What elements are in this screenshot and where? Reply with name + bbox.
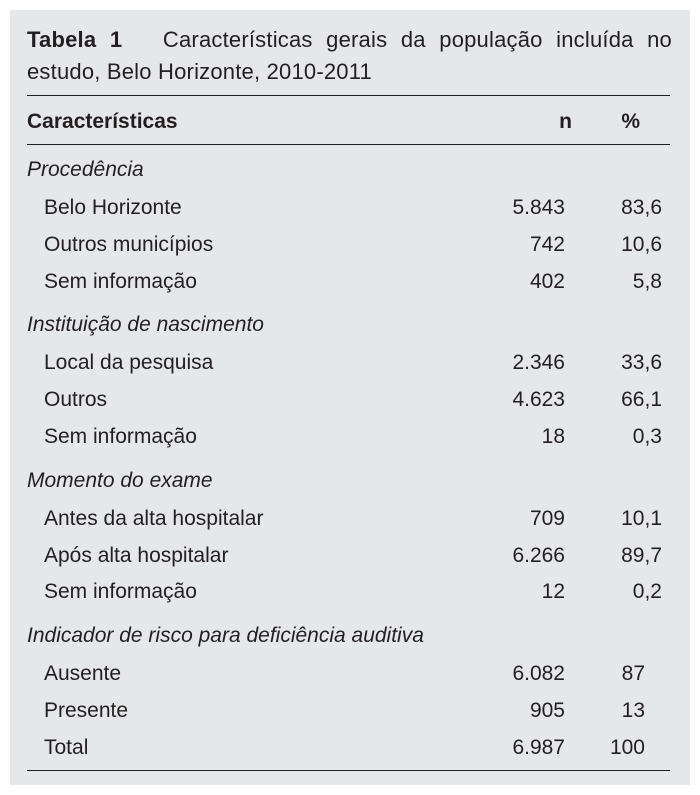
caption-label: Tabela 1 (27, 27, 123, 52)
row-label: Local da pesquisa (44, 351, 214, 375)
row-percent: 66,1 (621, 388, 662, 412)
row-n: 402 (529, 269, 565, 293)
group-title: Instituição de nascimento (27, 313, 264, 337)
row-label: Antes da alta hospitalar (44, 506, 264, 530)
row-label: Ausente (44, 662, 122, 686)
row-percent: 83,6 (621, 196, 662, 219)
caption-text: Características gerais da população incl… (27, 27, 672, 84)
table-row: Belo Horizonte 5.843 83,6 (27, 193, 670, 223)
top-rule (27, 95, 670, 96)
table-caption: Tabela 1 Características gerais da popul… (27, 24, 672, 88)
row-n: 905 (529, 699, 565, 722)
table-row: Sem informação 402 5,8 (27, 267, 670, 297)
group-heading: Procedência (27, 155, 670, 185)
table-row: Após alta hospitalar 6.266 89,7 (27, 541, 670, 571)
table-row: Local da pesquisa 2.346 33,6 (27, 348, 670, 378)
row-n: 709 (529, 506, 565, 530)
group-heading: Momento do exame (27, 466, 670, 496)
row-percent: 0,2 (632, 580, 662, 604)
table-row: Outros municípios 742 10,6 (27, 230, 670, 260)
row-percent: 10,1 (621, 506, 662, 530)
group-heading: Instituição de nascimento (27, 310, 670, 340)
group-title: Indicador de risco para deficiência audi… (27, 624, 424, 648)
row-n: 4.623 (512, 388, 565, 412)
row-percent: 13 (621, 699, 645, 722)
bottom-rule (27, 770, 670, 771)
row-label: Outros (44, 388, 108, 412)
group-title: Momento do exame (27, 468, 213, 492)
table-row: Outros 4.623 66,1 (27, 385, 670, 415)
table-row: Sem informação 18 0,3 (27, 422, 670, 452)
row-n: 6.266 (512, 543, 565, 567)
header-characteristic: Características (27, 110, 178, 133)
row-label: Sem informação (44, 269, 197, 293)
row-n: 742 (529, 232, 565, 256)
table-row: Ausente 6.082 87 (27, 659, 670, 689)
row-label: Belo Horizonte (44, 196, 182, 219)
row-n: 12 (541, 580, 565, 604)
row-label: Sem informação (44, 425, 197, 448)
table-header: Características n % (27, 107, 670, 137)
header-n: n (559, 110, 572, 133)
header-rule (27, 144, 670, 145)
row-percent: 87 (621, 662, 645, 686)
header-percent: % (621, 110, 640, 133)
group-heading: Indicador de risco para deficiência audi… (27, 621, 670, 651)
row-label: Após alta hospitalar (44, 543, 229, 567)
row-n: 6.082 (512, 662, 565, 686)
row-percent: 0,3 (632, 425, 662, 448)
row-n: 6.987 (512, 735, 565, 759)
row-percent: 10,6 (621, 232, 662, 256)
row-n: 18 (541, 425, 565, 448)
row-n: 5.843 (512, 196, 565, 219)
table-row: Sem informação 12 0,2 (27, 577, 670, 607)
row-label: Outros municípios (44, 232, 214, 256)
table-panel (10, 10, 690, 785)
row-percent: 33,6 (621, 351, 662, 375)
row-percent: 100 (609, 735, 645, 759)
row-label: Total (44, 735, 89, 759)
row-label: Presente (44, 699, 129, 722)
table-row: Antes da alta hospitalar 709 10,1 (27, 504, 670, 534)
row-percent: 89,7 (621, 543, 662, 567)
row-percent: 5,8 (632, 269, 662, 293)
row-label: Sem informação (44, 580, 197, 604)
table-row: Presente 905 13 (27, 696, 670, 726)
table-row: Total 6.987 100 (27, 733, 670, 763)
group-title: Procedência (27, 158, 144, 181)
row-n: 2.346 (512, 351, 565, 375)
